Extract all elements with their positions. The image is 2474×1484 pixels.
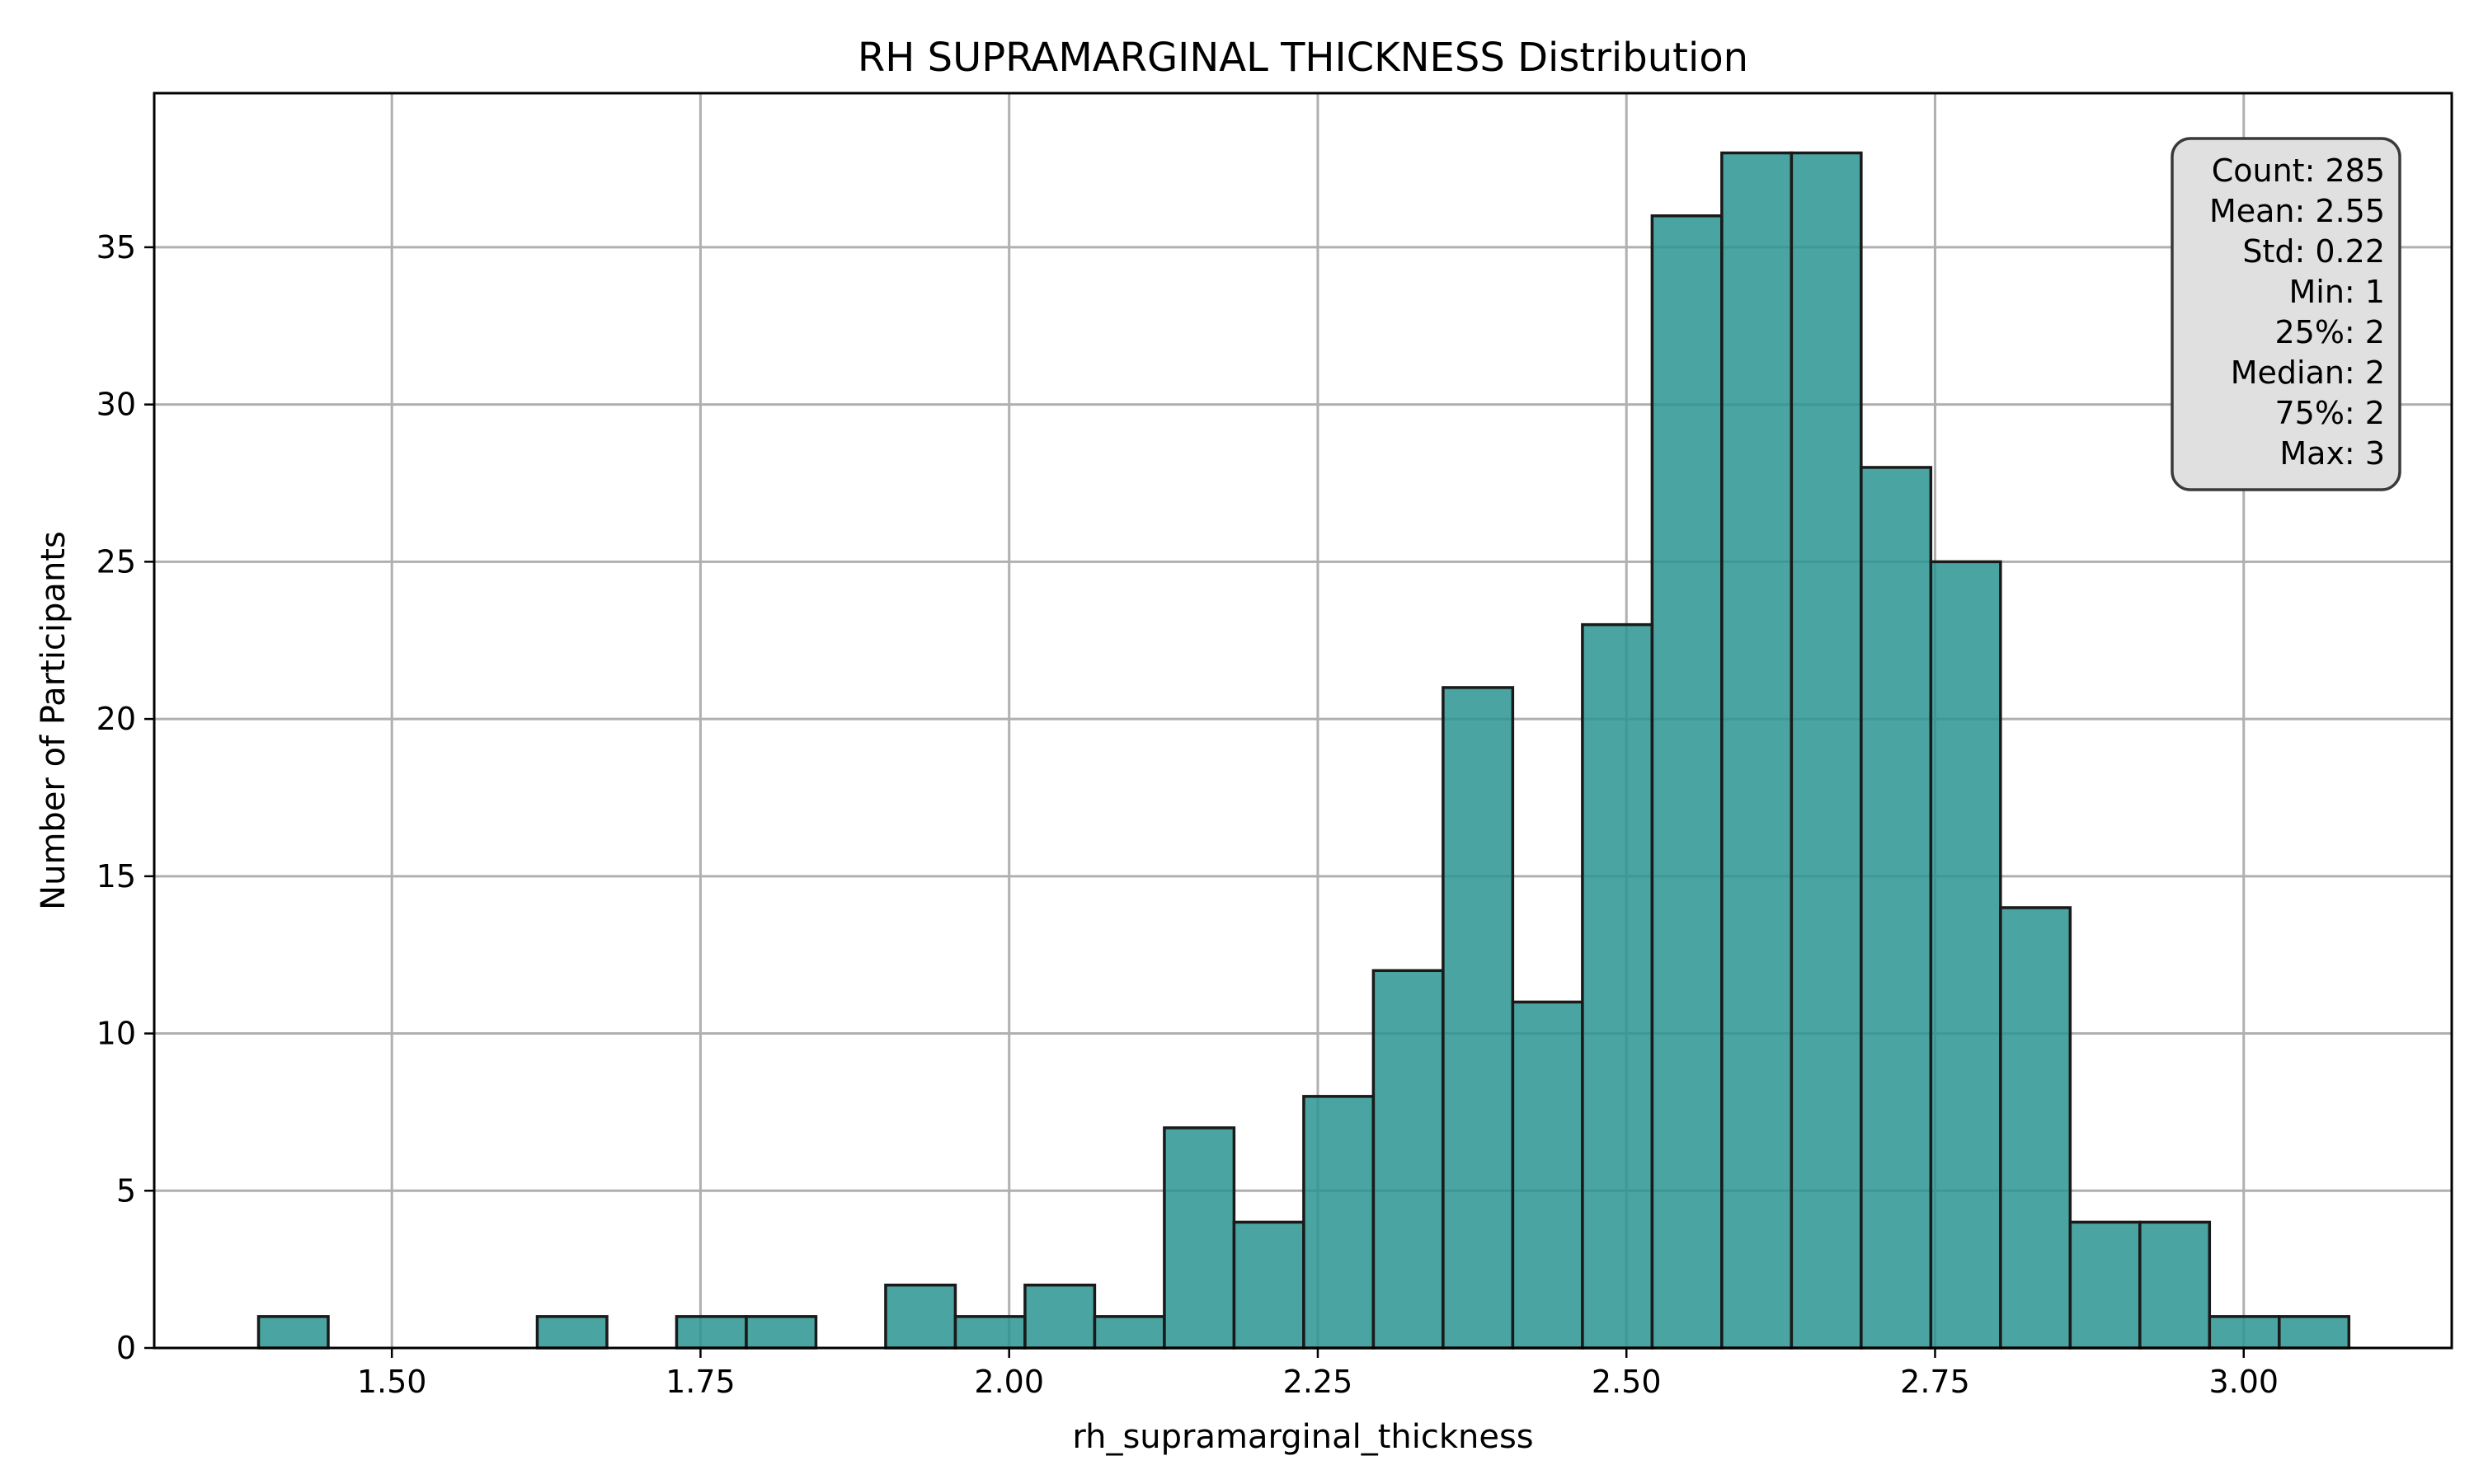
histogram-bar: [953, 1315, 1027, 1350]
y-axis-label: Number of Participants: [35, 531, 73, 910]
histogram-bar: [884, 1283, 957, 1350]
histogram-bar: [256, 1315, 330, 1350]
y-tick-label: 15: [96, 858, 136, 895]
histogram-bar: [1720, 151, 1794, 1350]
y-tick-label: 30: [96, 387, 136, 423]
histogram-bar: [2138, 1220, 2212, 1350]
x-tick-label: 2.25: [1283, 1364, 1353, 1400]
x-tick-label: 2.00: [974, 1364, 1044, 1400]
histogram-bar: [2068, 1220, 2142, 1350]
histogram-bar: [1302, 1095, 1376, 1350]
y-tick-label: 20: [96, 701, 136, 737]
y-tick-label: 0: [116, 1330, 136, 1366]
y-tick-label: 10: [96, 1016, 136, 1052]
histogram-bar: [1093, 1315, 1166, 1350]
histogram-bar: [1371, 969, 1445, 1350]
x-tick-label: 2.50: [1592, 1364, 1662, 1400]
y-tick-label: 25: [96, 543, 136, 580]
histogram-bar: [745, 1315, 818, 1350]
histogram-bar: [1790, 151, 1863, 1350]
x-tick-label: 1.75: [666, 1364, 736, 1400]
histogram-bar: [1860, 466, 1933, 1350]
histogram-bar: [1442, 686, 1515, 1350]
x-axis-ticks: 1.50 1.75 2.00 2.25 2.50 2.75 3.00: [357, 1348, 2279, 1400]
histogram-bar: [1650, 214, 1724, 1350]
y-axis-ticks: 0 5 10 15 20 25 30 35: [96, 229, 154, 1366]
x-tick-label: 1.50: [357, 1364, 427, 1400]
stats-box-background: [2171, 137, 2401, 491]
stats-line: Min: 1: [2289, 274, 2386, 310]
stats-line: 25%: 2: [2274, 314, 2385, 350]
histogram-bar: [675, 1315, 748, 1350]
stats-line: Max: 3: [2279, 435, 2385, 472]
histogram-bar: [2208, 1315, 2281, 1350]
stats-line: 75%: 2: [2274, 395, 2385, 431]
histogram-bar: [1929, 560, 2002, 1350]
x-axis-label: rh_supramarginal_thickness: [1072, 1418, 1533, 1456]
plot-frame: [153, 92, 2453, 1350]
x-tick-label: 2.75: [1900, 1364, 1970, 1400]
histogram-bar: [2278, 1315, 2351, 1350]
chart-title: RH SUPRAMARGINAL THICKNESS Distribution: [858, 35, 1748, 81]
stats-line: Median: 2: [2231, 355, 2385, 391]
histogram-bar: [1511, 1000, 1584, 1350]
histogram-bar: [1581, 622, 1654, 1350]
stats-line: Count: 285: [2212, 153, 2385, 189]
x-tick-label: 3.00: [2208, 1364, 2279, 1400]
stats-box: Count: 285 Mean: 2.55 Std: 0.22 Min: 1 25%: …: [2171, 137, 2401, 491]
y-tick-label: 5: [116, 1172, 136, 1209]
histogram-bar: [1023, 1283, 1097, 1350]
y-tick-label: 35: [96, 229, 136, 265]
histogram-bar: [1999, 906, 2072, 1350]
stats-line: Std: 0.22: [2242, 233, 2385, 270]
stats-line: Mean: 2.55: [2209, 193, 2385, 229]
histogram-bar: [1163, 1126, 1236, 1350]
histogram-bar: [1232, 1220, 1305, 1350]
histogram-bar: [535, 1315, 609, 1350]
histogram-bars: [256, 151, 2351, 1350]
